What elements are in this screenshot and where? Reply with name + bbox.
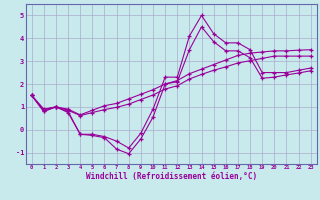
X-axis label: Windchill (Refroidissement éolien,°C): Windchill (Refroidissement éolien,°C) bbox=[86, 172, 257, 181]
